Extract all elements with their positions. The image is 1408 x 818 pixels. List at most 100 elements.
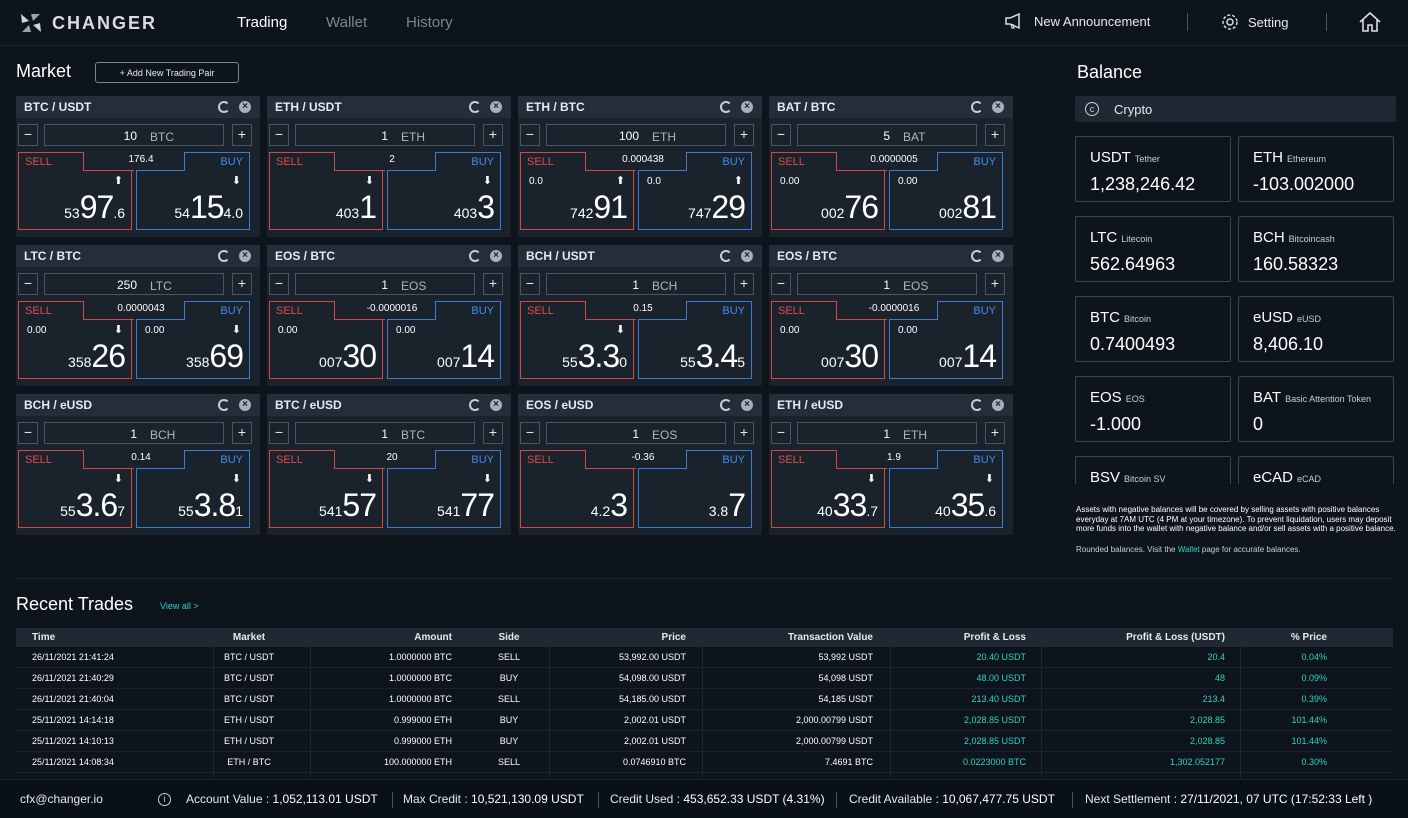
- quantity-input[interactable]: 1 BCH: [546, 273, 726, 295]
- buy-button[interactable]: BUY 0.00 ⬇ 35869: [136, 301, 250, 379]
- sell-button[interactable]: SELL ⬇ 553.67: [18, 450, 134, 528]
- buy-button[interactable]: BUY 0.00 00714: [889, 301, 1003, 379]
- close-icon[interactable]: ×: [741, 250, 753, 262]
- sell-button[interactable]: SELL 4.23: [520, 450, 636, 528]
- quantity-increase-button[interactable]: +: [734, 273, 754, 295]
- buy-button[interactable]: BUY ⬇ 4033: [387, 152, 501, 230]
- info-icon[interactable]: i: [158, 793, 171, 806]
- balance-card[interactable]: eUSD eUSD 8,406.10: [1238, 296, 1394, 362]
- close-icon[interactable]: ×: [239, 399, 251, 411]
- quantity-increase-button[interactable]: +: [734, 124, 754, 146]
- close-icon[interactable]: ×: [992, 250, 1004, 262]
- quantity-input[interactable]: 250 LTC: [44, 273, 224, 295]
- balance-card[interactable]: BSV Bitcoin SV: [1075, 456, 1231, 484]
- quantity-decrease-button[interactable]: −: [520, 273, 540, 295]
- quantity-increase-button[interactable]: +: [985, 124, 1005, 146]
- quantity-input[interactable]: 10 BTC: [44, 124, 224, 146]
- quantity-input[interactable]: 100 ETH: [546, 124, 726, 146]
- close-icon[interactable]: ×: [239, 101, 251, 113]
- quantity-decrease-button[interactable]: −: [520, 124, 540, 146]
- quantity-increase-button[interactable]: +: [232, 124, 252, 146]
- quantity-input[interactable]: 1 EOS: [295, 273, 475, 295]
- close-icon[interactable]: ×: [741, 101, 753, 113]
- quantity-input[interactable]: 1 EOS: [797, 273, 977, 295]
- tab-history[interactable]: History: [406, 14, 453, 31]
- refresh-icon[interactable]: [218, 399, 230, 411]
- close-icon[interactable]: ×: [239, 250, 251, 262]
- quantity-input[interactable]: 1 ETH: [797, 422, 977, 444]
- table-row[interactable]: 25/11/2021 14:08:34 ETH / BTC 100.000000 E…: [16, 752, 1393, 773]
- refresh-icon[interactable]: [971, 399, 983, 411]
- quantity-decrease-button[interactable]: −: [269, 124, 289, 146]
- quantity-input[interactable]: 1 BCH: [44, 422, 224, 444]
- refresh-icon[interactable]: [469, 250, 481, 262]
- logo[interactable]: CHANGER: [18, 10, 157, 36]
- balance-card[interactable]: EOS EOS -1.000: [1075, 376, 1231, 442]
- balance-tab-crypto[interactable]: c Crypto: [1075, 96, 1396, 122]
- buy-button[interactable]: BUY ⬇ 54177: [387, 450, 501, 528]
- quantity-decrease-button[interactable]: −: [771, 273, 791, 295]
- quantity-increase-button[interactable]: +: [734, 422, 754, 444]
- sell-button[interactable]: SELL ⬇ 4033.7: [771, 450, 887, 528]
- sell-button[interactable]: SELL ⬆ 5397.6: [18, 152, 134, 230]
- buy-button[interactable]: BUY ⬇ 553.81: [136, 450, 250, 528]
- quantity-increase-button[interactable]: +: [232, 422, 252, 444]
- quantity-increase-button[interactable]: +: [232, 273, 252, 295]
- buy-button[interactable]: BUY ⬇ 54154.0: [136, 152, 250, 230]
- table-row[interactable]: 26/11/2021 21:41:24 BTC / USDT 1.0000000 B…: [16, 647, 1393, 668]
- quantity-decrease-button[interactable]: −: [771, 422, 791, 444]
- table-row[interactable]: 25/11/2021 14:10:13 ETH / USDT 0.999000 ET…: [16, 731, 1393, 752]
- buy-button[interactable]: BUY 553.45: [638, 301, 752, 379]
- balance-card[interactable]: USDT Tether 1,238,246.42: [1075, 136, 1231, 202]
- sell-button[interactable]: SELL 0.00 00276: [771, 152, 887, 230]
- quantity-increase-button[interactable]: +: [483, 422, 503, 444]
- table-row[interactable]: 26/11/2021 21:40:04 BTC / USDT 1.0000000 B…: [16, 689, 1393, 710]
- close-icon[interactable]: ×: [490, 399, 502, 411]
- close-icon[interactable]: ×: [490, 250, 502, 262]
- tab-wallet[interactable]: Wallet: [326, 14, 368, 31]
- close-icon[interactable]: ×: [992, 101, 1004, 113]
- quantity-increase-button[interactable]: +: [483, 124, 503, 146]
- quantity-input[interactable]: 1 EOS: [546, 422, 726, 444]
- wallet-link[interactable]: Wallet: [1177, 545, 1200, 554]
- table-row[interactable]: 25/11/2021 14:14:18 ETH / USDT 0.999000 ET…: [16, 710, 1393, 731]
- view-all-link[interactable]: View all >: [160, 601, 199, 611]
- refresh-icon[interactable]: [720, 399, 732, 411]
- refresh-icon[interactable]: [720, 101, 732, 113]
- balance-card[interactable]: BTC Bitcoin 0.7400493: [1075, 296, 1231, 362]
- close-icon[interactable]: ×: [741, 399, 753, 411]
- balance-list[interactable]: USDT Tether 1,238,246.42 ETH Ethereum -103.00…: [1073, 134, 1398, 484]
- quantity-decrease-button[interactable]: −: [18, 422, 38, 444]
- quantity-decrease-button[interactable]: −: [520, 422, 540, 444]
- refresh-icon[interactable]: [469, 101, 481, 113]
- refresh-icon[interactable]: [218, 250, 230, 262]
- sell-button[interactable]: SELL ⬇ 4031: [269, 152, 385, 230]
- quantity-input[interactable]: 5 BAT: [797, 124, 977, 146]
- add-trading-pair-button[interactable]: + Add New Trading Pair: [95, 62, 239, 83]
- quantity-increase-button[interactable]: +: [483, 273, 503, 295]
- buy-button[interactable]: BUY ⬇ 4035.6: [889, 450, 1003, 528]
- tab-trading[interactable]: Trading: [237, 14, 288, 31]
- quantity-decrease-button[interactable]: −: [18, 124, 38, 146]
- sell-button[interactable]: SELL 0.00 00730: [771, 301, 887, 379]
- quantity-decrease-button[interactable]: −: [771, 124, 791, 146]
- quantity-input[interactable]: 1 ETH: [295, 124, 475, 146]
- balance-card[interactable]: ETH Ethereum -103.002000: [1238, 136, 1394, 202]
- announcement-button[interactable]: New Announcement: [1004, 12, 1150, 30]
- balance-card[interactable]: LTC Litecoin 562.64963: [1075, 216, 1231, 282]
- buy-button[interactable]: BUY 3.87: [638, 450, 752, 528]
- sell-button[interactable]: SELL 0.00 00730: [269, 301, 385, 379]
- sell-button[interactable]: SELL 0.0 ⬆ 74291: [520, 152, 636, 230]
- quantity-decrease-button[interactable]: −: [269, 273, 289, 295]
- refresh-icon[interactable]: [971, 101, 983, 113]
- sell-button[interactable]: SELL 0.00 ⬇ 35826: [18, 301, 134, 379]
- table-row[interactable]: 26/11/2021 21:40:29 BTC / USDT 1.0000000 B…: [16, 668, 1393, 689]
- buy-button[interactable]: BUY 0.0 ⬆ 74729: [638, 152, 752, 230]
- balance-card[interactable]: BCH Bitcoincash 160.58323: [1238, 216, 1394, 282]
- balance-card[interactable]: BAT Basic Attention Token 0: [1238, 376, 1394, 442]
- buy-button[interactable]: BUY 0.00 00281: [889, 152, 1003, 230]
- quantity-increase-button[interactable]: +: [985, 273, 1005, 295]
- quantity-input[interactable]: 1 BTC: [295, 422, 475, 444]
- balance-card[interactable]: eCAD eCAD: [1238, 456, 1394, 484]
- refresh-icon[interactable]: [971, 250, 983, 262]
